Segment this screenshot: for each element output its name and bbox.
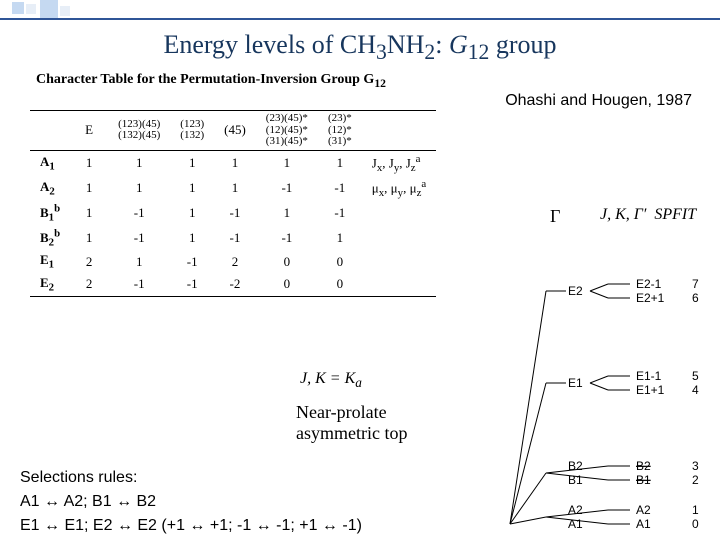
selection-rules: Selections rules: A1 ↔ A2; B1 ↔ B2 E1 ↔ …	[20, 466, 362, 538]
svg-text:B2: B2	[568, 459, 583, 473]
svg-text:6: 6	[692, 291, 699, 305]
svg-text:B2: B2	[636, 459, 651, 473]
citation: Ohashi and Hougen, 1987	[505, 92, 692, 110]
rules-line-2: A1 ↔ A2; B1 ↔ B2	[20, 490, 362, 514]
svg-text:A2: A2	[636, 503, 651, 517]
svg-text:E2+1: E2+1	[636, 291, 665, 305]
svg-text:5: 5	[692, 369, 699, 383]
page-title: Energy levels of CH3NH2: G12 group	[0, 30, 720, 65]
svg-text:4: 4	[692, 383, 699, 397]
character-table: E(123)(45)(132)(45)(123)(132)(45)(23)(45…	[30, 110, 436, 297]
svg-text:A1: A1	[636, 517, 651, 531]
near-prolate-label: Near-prolate asymmetric top	[296, 402, 407, 444]
svg-text:A1: A1	[568, 517, 583, 531]
svg-text:E1-1: E1-1	[636, 369, 662, 383]
svg-text:A2: A2	[568, 503, 583, 517]
svg-text:1: 1	[692, 503, 699, 517]
svg-text:7: 7	[692, 277, 699, 291]
svg-text:B1: B1	[568, 473, 583, 487]
table-caption: Character Table for the Permutation-Inve…	[36, 72, 386, 90]
energy-level-diagram: A10A1A21A2B12B1B23B2E1E1+14E1-15E2E2+16E…	[486, 234, 712, 540]
spfit-label: J, K, Γ′ SPFIT	[600, 206, 696, 224]
header-line	[0, 18, 720, 20]
svg-text:B1: B1	[636, 473, 651, 487]
svg-text:0: 0	[692, 517, 699, 531]
rules-title: Selections rules:	[20, 466, 362, 490]
svg-text:E1+1: E1+1	[636, 383, 665, 397]
svg-text:3: 3	[692, 459, 699, 473]
svg-text:E2-1: E2-1	[636, 277, 662, 291]
svg-text:E2: E2	[568, 284, 583, 298]
gamma-label: Γ	[550, 206, 560, 227]
rules-line-3: E1 ↔ E1; E2 ↔ E2 (+1 ↔ +1; -1 ↔ -1; +1 ↔…	[20, 514, 362, 538]
svg-text:E1: E1	[568, 376, 583, 390]
svg-text:2: 2	[692, 473, 699, 487]
jk-label: J, K = Ka	[300, 370, 362, 391]
